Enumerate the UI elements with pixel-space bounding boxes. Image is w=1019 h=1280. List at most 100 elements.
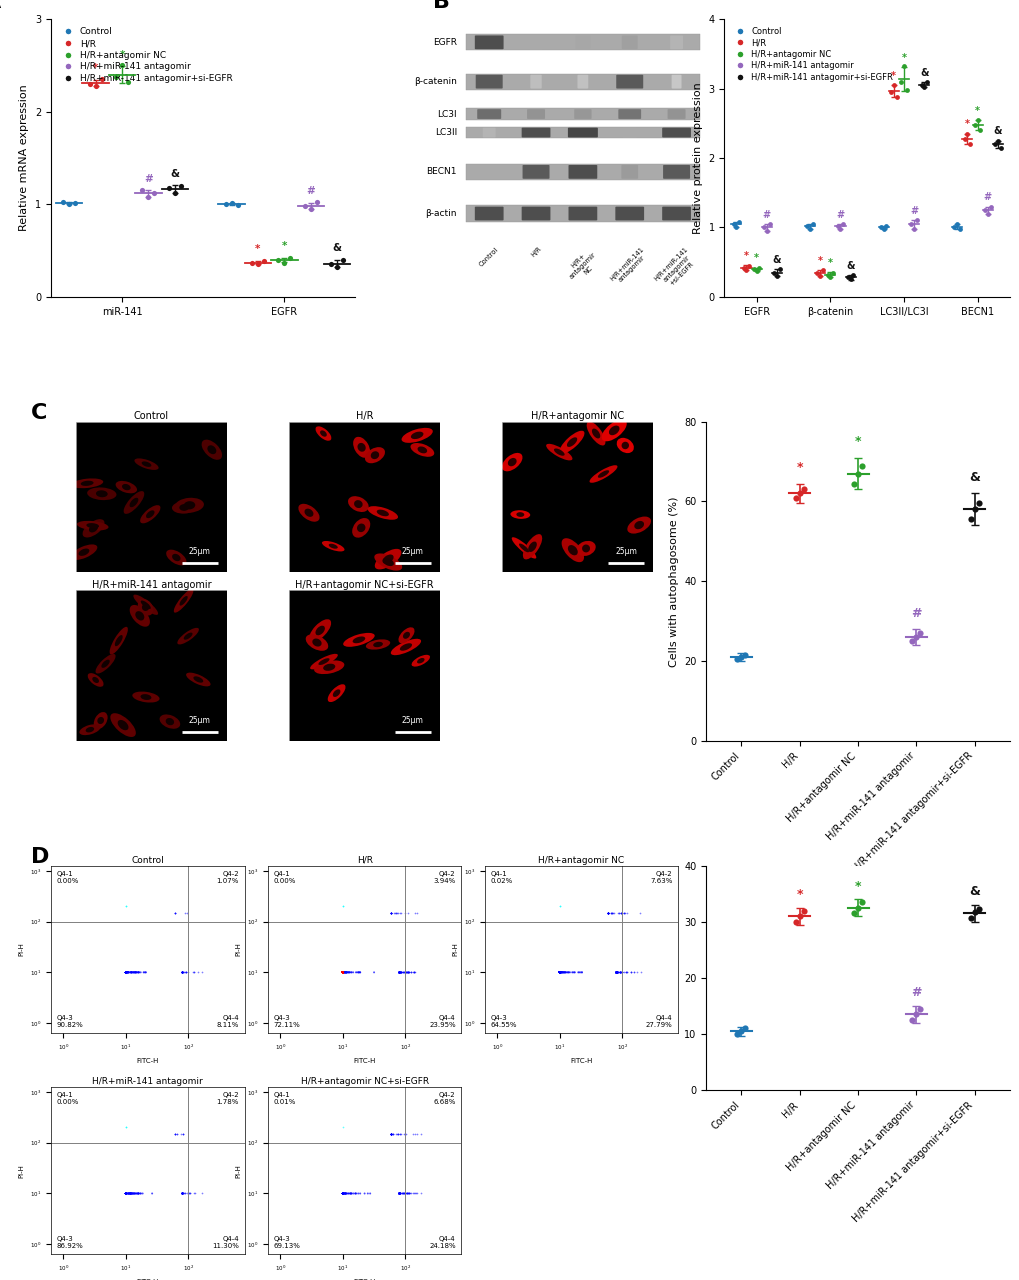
Point	[390, 1183, 407, 1203]
Ellipse shape	[142, 461, 151, 467]
Ellipse shape	[553, 448, 565, 456]
Point	[334, 1183, 351, 1203]
Point	[117, 963, 133, 983]
Ellipse shape	[315, 426, 331, 440]
Point	[334, 963, 351, 983]
Point	[390, 1183, 407, 1203]
Point	[611, 963, 628, 983]
Point	[117, 1183, 133, 1203]
Point	[390, 1183, 407, 1203]
Point	[334, 963, 351, 983]
Point	[334, 963, 351, 983]
Point	[350, 963, 366, 983]
Point	[390, 963, 407, 983]
Point	[126, 1183, 143, 1203]
Text: 25μm: 25μm	[614, 547, 636, 557]
Point	[334, 963, 351, 983]
Point	[390, 1183, 407, 1203]
Point	[408, 902, 424, 923]
Point	[117, 1183, 133, 1203]
Point	[117, 1183, 133, 1203]
Point	[339, 963, 356, 983]
Point	[551, 963, 568, 983]
Point	[334, 963, 351, 983]
Point	[117, 1183, 133, 1203]
Point	[607, 963, 624, 983]
Point	[348, 963, 365, 983]
Point	[551, 963, 568, 983]
Point	[117, 963, 133, 983]
Point	[334, 1183, 351, 1203]
Point	[117, 963, 133, 983]
Point	[117, 1183, 133, 1203]
Point	[117, 963, 133, 983]
Point	[174, 1183, 191, 1203]
Point	[117, 1183, 133, 1203]
Point	[126, 1183, 143, 1203]
Point	[340, 963, 357, 983]
Point	[334, 1183, 351, 1203]
Point	[117, 963, 133, 983]
Point	[117, 963, 133, 983]
Point	[551, 963, 568, 983]
Point	[334, 1183, 351, 1203]
Point	[334, 1183, 351, 1203]
Point	[117, 1183, 133, 1203]
Point	[334, 963, 351, 983]
Point	[334, 963, 351, 983]
Point	[334, 963, 351, 983]
Point	[117, 963, 133, 983]
Point	[117, 1183, 133, 1203]
Point	[551, 963, 568, 983]
Point	[551, 963, 568, 983]
Point	[117, 1183, 133, 1203]
Point	[117, 1183, 133, 1203]
Point	[334, 1183, 351, 1203]
Point	[117, 1183, 133, 1203]
Point	[334, 1183, 351, 1203]
Point	[335, 963, 352, 983]
Point	[130, 963, 147, 983]
Point	[117, 1183, 133, 1203]
Point	[117, 963, 133, 983]
Point	[551, 963, 568, 983]
Point	[117, 963, 133, 983]
Point	[136, 963, 152, 983]
Point	[117, 963, 133, 983]
Point	[552, 963, 569, 983]
Point	[334, 963, 351, 983]
Point	[117, 963, 133, 983]
Point	[334, 1183, 351, 1203]
Point	[117, 963, 133, 983]
Point	[551, 963, 568, 983]
Point	[117, 1183, 133, 1203]
Point	[117, 1183, 133, 1203]
Point	[948, 214, 964, 234]
Point	[334, 963, 351, 983]
Point	[117, 1183, 133, 1203]
Point	[117, 963, 133, 983]
Point	[123, 1183, 140, 1203]
Point	[117, 963, 133, 983]
Point	[117, 1183, 133, 1203]
Text: Q4-4
8.11%: Q4-4 8.11%	[216, 1015, 238, 1028]
Point	[174, 1183, 191, 1203]
Text: *: *	[827, 259, 832, 269]
Point	[117, 963, 133, 983]
Point	[117, 963, 133, 983]
Point	[392, 963, 409, 983]
Point	[117, 963, 133, 983]
Point	[117, 963, 133, 983]
Point	[117, 963, 133, 983]
Point	[117, 963, 133, 983]
Point	[175, 1124, 192, 1144]
Point	[338, 1183, 355, 1203]
Point	[551, 963, 568, 983]
Point	[117, 963, 133, 983]
Point	[117, 963, 133, 983]
Point	[117, 1183, 133, 1203]
Point	[607, 963, 624, 983]
Point	[390, 963, 407, 983]
Point	[334, 1183, 351, 1203]
Point	[117, 963, 133, 983]
